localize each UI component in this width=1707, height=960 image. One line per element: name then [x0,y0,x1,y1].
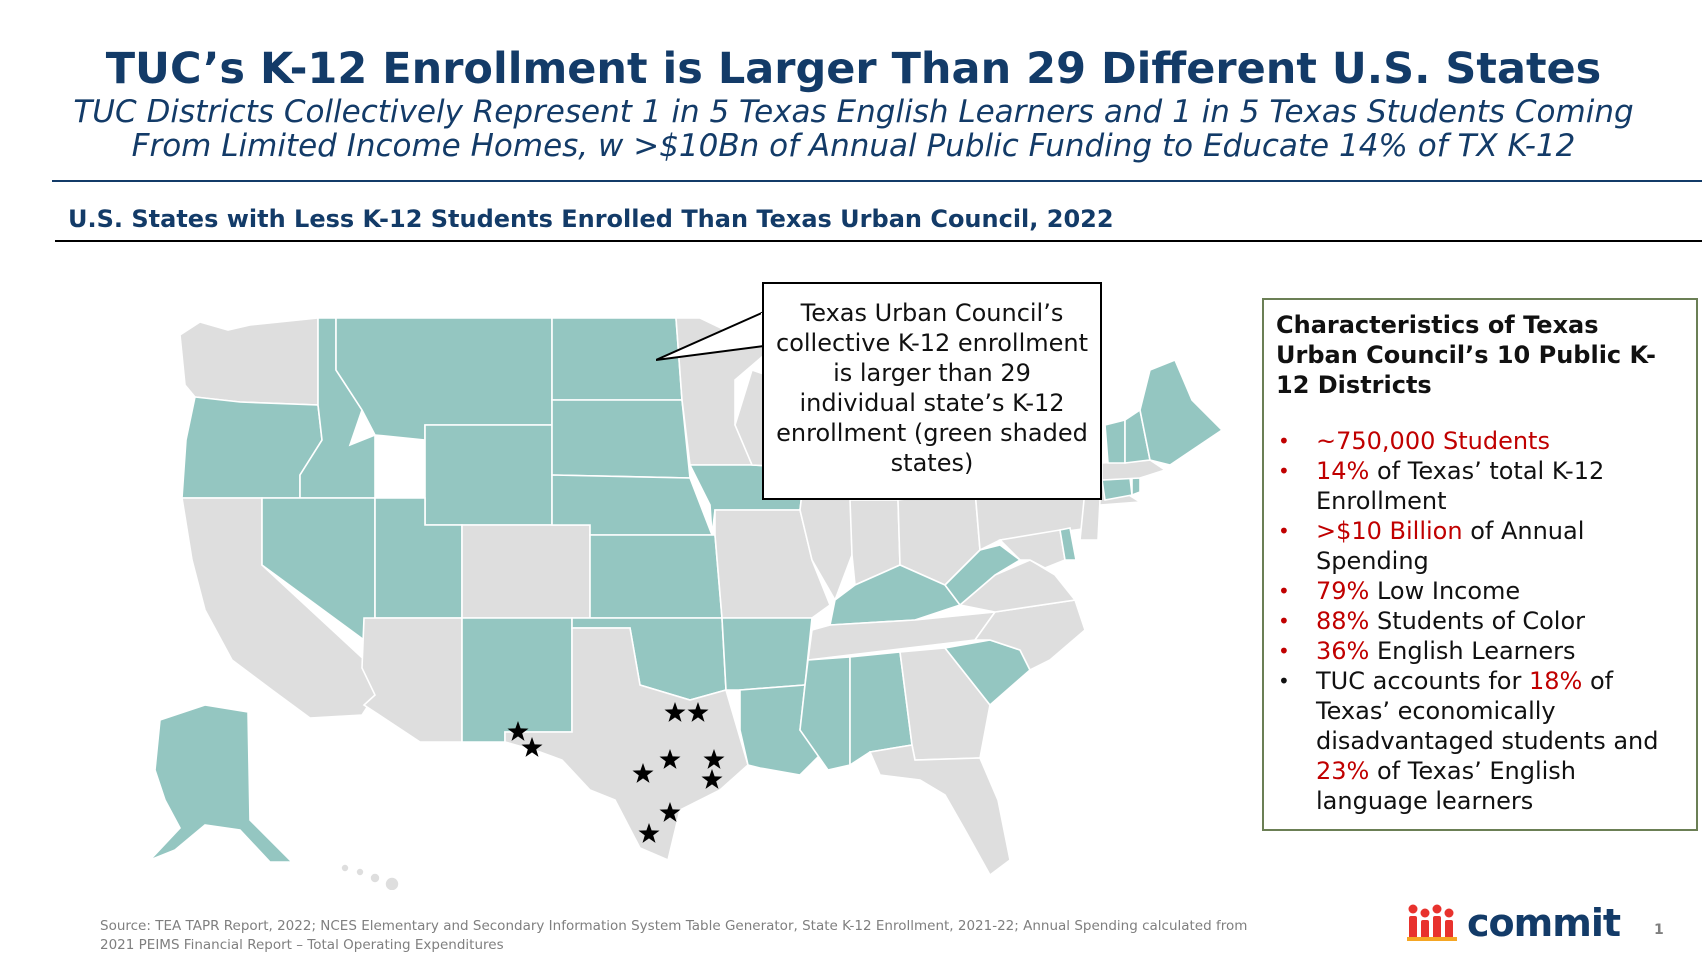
state-rhode-island [1131,477,1141,497]
list-item: • 79% Low Income [1276,576,1686,606]
list-item: • 88% Students of Color [1276,606,1686,636]
state-arizona [361,617,463,743]
callout-pointer [656,310,765,361]
state-new-mexico [461,617,573,743]
item-highlight: 79% [1316,577,1370,605]
item-text: Students of Color [1369,607,1586,635]
list-item: • >$10 Billion of Annual Spending [1276,516,1686,576]
state-colorado [461,524,591,619]
state-maine [1139,358,1224,466]
map-callout: Texas Urban Council’s collective K-12 en… [762,282,1102,500]
list-item: • ~750,000 Students [1276,426,1686,456]
district-markers [507,702,725,843]
state-hawaii [340,863,400,890]
state-alaska [149,704,294,863]
state-kansas [589,534,723,619]
people-icon [1407,904,1457,941]
subtitle-line-1: TUC Districts Collectively Represent 1 i… [73,94,1634,130]
star-icon [703,749,725,769]
state-south-dakota [551,399,691,479]
star-icon [638,823,660,843]
list-item: • TUC accounts for 18% of Texas’ economic… [1276,666,1686,816]
item-highlight: 18% [1529,667,1583,695]
star-icon [521,737,543,757]
item-text: of Texas’ total K-12 Enrollment [1316,457,1605,515]
bullet-icon: • [1278,459,1290,483]
logo-text: commit [1467,901,1621,945]
state-wyoming [424,424,553,526]
star-icon [632,763,654,783]
item-text: of Texas’ English language learners [1316,757,1576,815]
state-florida [868,744,1011,877]
callout-text: Texas Urban Council’s collective K-12 en… [776,299,1088,477]
star-icon [687,702,709,722]
item-highlight: ~750,000 Students [1316,427,1550,455]
state-vermont [1104,418,1126,464]
item-highlight: 36% [1316,637,1370,665]
item-text: TUC accounts for [1316,667,1529,695]
state-montana [335,317,553,441]
item-highlight: 23% [1316,757,1370,785]
characteristics-panel: Characteristics of Texas Urban Council’s… [1262,298,1698,831]
list-item: • 14% of Texas’ total K-12 Enrollment [1276,456,1686,516]
state-texas [504,627,749,862]
item-text: Low Income [1369,577,1521,605]
bullet-icon: • [1278,519,1290,543]
bullet-icon: • [1278,429,1290,453]
item-highlight: 14% [1316,457,1370,485]
panel-title: Characteristics of Texas Urban Council’s… [1276,311,1656,399]
item-highlight: 88% [1316,607,1370,635]
star-icon [701,769,723,789]
page-number: 1 [1654,922,1664,938]
section-heading: U.S. States with Less K-12 Students Enro… [68,205,1114,233]
bullet-icon: • [1278,669,1290,693]
item-text: of Annual Spending [1316,517,1585,575]
item-text: English Learners [1369,637,1576,665]
page-title: TUC’s K-12 Enrollment is Larger Than 29 … [105,44,1602,94]
star-icon [507,721,529,741]
bullet-icon: • [1278,579,1290,603]
source-line-1: Source: TEA TAPR Report, 2022; NCES Elem… [100,918,1248,934]
section-divider [55,240,1702,242]
commit-logo: commit [1407,900,1621,946]
characteristics-list: • ~750,000 Students • 14% of Texas’ total … [1276,426,1686,816]
item-text: of Texas’ economically disadvantaged stu… [1316,667,1659,755]
state-delaware [1059,527,1077,561]
state-arkansas [721,617,813,691]
star-icon [659,749,681,769]
star-icon [664,702,686,722]
bullet-icon: • [1278,639,1290,663]
list-item: • 36% English Learners [1276,636,1686,666]
source-note: Source: TEA TAPR Report, 2022; NCES Elem… [100,917,1400,955]
state-washington [179,317,319,406]
subtitle-line-2: From Limited Income Homes, w >$10Bn of A… [131,128,1576,164]
title-divider [52,180,1702,182]
item-highlight: >$10 Billion [1316,517,1463,545]
source-line-2: 2021 PEIMS Financial Report – Total Oper… [100,937,504,953]
star-icon [659,802,681,822]
bullet-icon: • [1278,609,1290,633]
page-subtitle: TUC Districts Collectively Represent 1 i… [40,95,1667,163]
